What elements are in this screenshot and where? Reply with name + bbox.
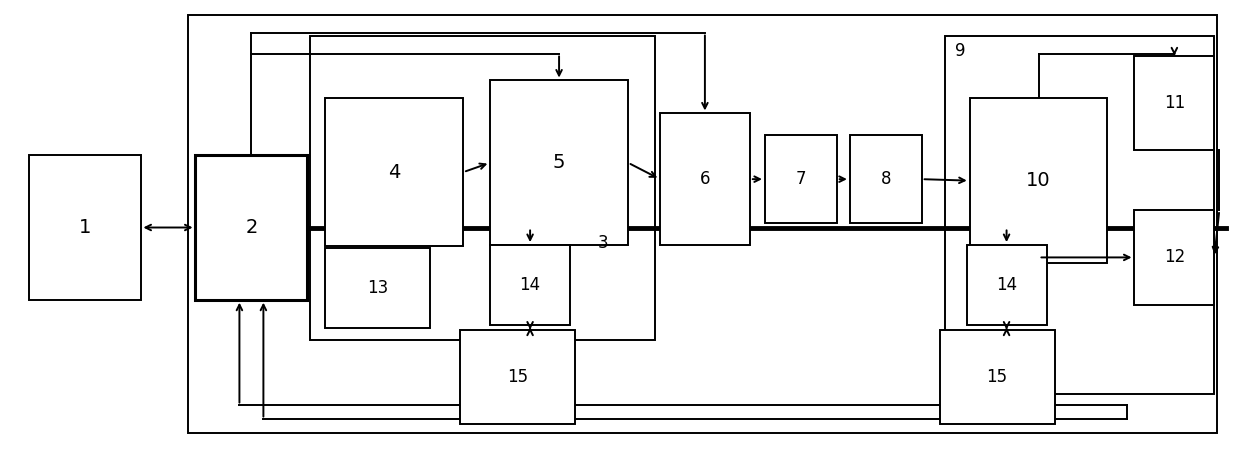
Text: 7: 7 — [795, 170, 807, 188]
Text: 14: 14 — [996, 276, 1017, 294]
Bar — [491, 80, 628, 245]
Text: 14: 14 — [519, 276, 540, 294]
Bar — [326, 98, 463, 246]
Bar — [28, 155, 140, 300]
Bar — [491, 245, 570, 325]
Text: 8: 8 — [881, 170, 891, 188]
Bar — [188, 15, 1218, 433]
Text: 2: 2 — [245, 218, 258, 237]
Text: 15: 15 — [986, 368, 1007, 386]
Text: 13: 13 — [367, 279, 388, 297]
Bar — [660, 113, 750, 245]
Text: 9: 9 — [954, 41, 965, 60]
Text: 6: 6 — [700, 170, 710, 188]
Bar — [326, 248, 430, 328]
Bar — [1135, 210, 1214, 305]
Text: 4: 4 — [388, 162, 400, 182]
Bar — [966, 245, 1047, 325]
Bar — [850, 135, 922, 223]
Text: 5: 5 — [553, 153, 565, 172]
Bar — [764, 135, 836, 223]
Text: 1: 1 — [78, 218, 90, 237]
Text: 3: 3 — [598, 234, 608, 252]
Bar — [460, 330, 575, 425]
Text: 15: 15 — [507, 368, 528, 386]
Bar — [1135, 56, 1214, 150]
Bar — [196, 155, 307, 300]
Bar — [310, 36, 655, 340]
Bar — [944, 36, 1214, 394]
Text: 10: 10 — [1026, 171, 1051, 190]
Text: 12: 12 — [1163, 248, 1184, 266]
Bar — [970, 98, 1108, 263]
Text: 11: 11 — [1163, 94, 1184, 112]
Bar — [939, 330, 1054, 425]
